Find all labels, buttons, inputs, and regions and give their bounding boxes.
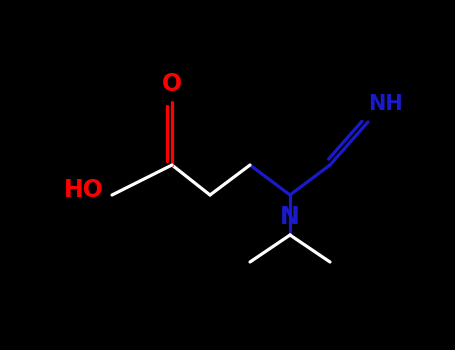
Text: NH: NH [369,94,404,114]
Text: O: O [162,72,182,96]
Text: N: N [280,205,300,229]
Text: HO: HO [64,178,104,202]
